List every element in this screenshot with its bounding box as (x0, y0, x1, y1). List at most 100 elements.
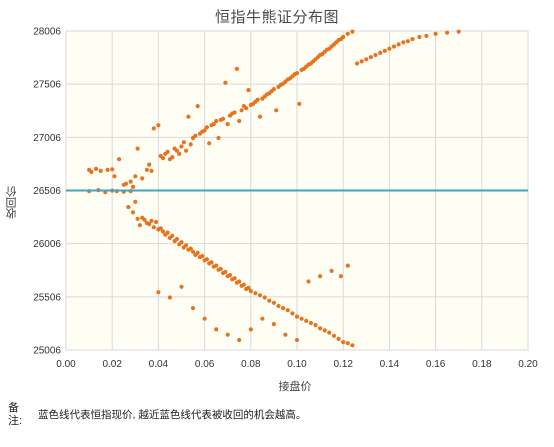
y-tick-label: 26006 (33, 239, 61, 250)
x-axis-title: 接盘价 (278, 381, 312, 393)
x-tick-label: 0.16 (426, 359, 446, 370)
data-point (331, 333, 337, 338)
data-point (195, 104, 200, 109)
data-point (299, 316, 304, 321)
data-point (329, 268, 334, 273)
y-tick-label: 27006 (33, 133, 61, 144)
data-point (188, 246, 193, 251)
data-point (204, 257, 209, 262)
data-point (156, 123, 161, 128)
data-point (225, 332, 230, 337)
data-point (237, 337, 242, 343)
data-point (170, 233, 175, 238)
data-point (271, 300, 276, 305)
y-tick-label: 26506 (33, 186, 61, 197)
y-axis-title: 收回价 (6, 186, 18, 219)
tick-labels: 0.00 0.02 0.04 0.06 0.08 0.10 0.12 0.14 0.16 0.18… (33, 27, 538, 371)
data-point (126, 205, 131, 210)
data-point (149, 168, 154, 173)
data-point (257, 293, 263, 298)
data-point (179, 144, 184, 149)
data-point (147, 162, 152, 167)
data-point (294, 337, 300, 343)
data-point (345, 263, 350, 268)
data-point (244, 106, 249, 111)
x-tick-label: 0.00 (56, 359, 76, 370)
data-point (188, 142, 193, 147)
data-point (241, 282, 246, 287)
data-point (133, 199, 138, 204)
y-tick-label: 28006 (33, 27, 61, 38)
data-point (373, 52, 378, 58)
data-point (237, 118, 242, 124)
data-point (105, 167, 110, 172)
data-point (128, 179, 133, 184)
data-point (140, 176, 145, 181)
data-point (359, 59, 364, 64)
data-point (225, 122, 230, 127)
data-point (336, 336, 341, 341)
data-point (237, 279, 242, 284)
data-point (223, 80, 228, 85)
data-point (338, 274, 343, 279)
data-point (271, 322, 276, 327)
data-point (179, 240, 184, 245)
data-point (313, 323, 318, 328)
data-point (214, 327, 219, 332)
data-point (294, 71, 300, 76)
data-point (405, 39, 410, 44)
data-point (306, 279, 311, 284)
scatter-points (87, 29, 461, 348)
x-tick-label: 0.10 (287, 359, 307, 370)
data-point (257, 114, 263, 119)
data-point (184, 148, 189, 153)
data-point (387, 46, 392, 51)
data-point (154, 219, 159, 225)
data-point (410, 37, 415, 42)
data-point (327, 330, 332, 335)
data-point (227, 273, 233, 278)
data-point (190, 306, 196, 311)
data-point (218, 266, 223, 271)
data-point (98, 168, 103, 173)
x-tick-label: 0.06 (195, 359, 215, 370)
y-tick-label: 25006 (33, 346, 61, 357)
data-point (246, 285, 251, 290)
data-point (204, 125, 209, 130)
data-point (124, 181, 129, 186)
data-point (174, 236, 179, 242)
data-point (308, 320, 313, 326)
data-point (248, 327, 253, 332)
data-point (382, 48, 387, 53)
data-point (130, 184, 136, 189)
x-tick-label: 0.14 (380, 359, 400, 370)
data-point (445, 30, 450, 35)
y-tick-label: 27506 (33, 80, 61, 91)
x-tick-label: 0.20 (518, 359, 538, 370)
data-point (110, 167, 115, 172)
data-point (345, 341, 350, 346)
data-point (341, 34, 346, 40)
data-point (260, 316, 265, 321)
data-point (239, 108, 244, 113)
x-tick-label: 0.02 (102, 359, 122, 370)
data-point (223, 269, 228, 275)
data-point (211, 122, 216, 127)
data-point (424, 33, 429, 39)
data-point (297, 101, 302, 106)
data-point (364, 57, 369, 62)
data-point (391, 44, 397, 49)
note-text: 蓝色线代表恒指现价, 越近蓝色线代表被收回的机会越高。 (38, 409, 307, 421)
data-point (216, 135, 221, 141)
data-point (137, 223, 142, 228)
data-point (167, 295, 172, 300)
data-point (253, 291, 258, 296)
note-label: 备注: (8, 402, 23, 427)
data-point (170, 155, 175, 160)
data-point (232, 110, 237, 115)
data-point (117, 157, 122, 162)
data-point (281, 306, 286, 311)
data-point (89, 169, 94, 175)
